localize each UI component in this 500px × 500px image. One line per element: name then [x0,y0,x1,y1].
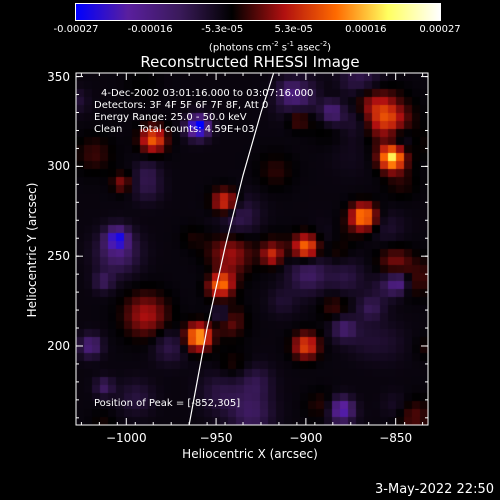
axis-ticks [76,73,428,425]
colorbar-tick-label: -0.00027 [53,24,99,35]
solar-limb-line [188,72,275,426]
info-time-range: 4-Dec-2002 03:01:16.000 to 03:07:16.000 [101,88,314,99]
x-tick-label: −950 [199,431,233,445]
y-tick-label: 200 [47,338,70,353]
colorbar-tick-label: 5.3e-05 [274,24,313,35]
x-tick-label: −1000 [105,431,147,445]
colorbar-tick-label: 0.00027 [419,24,461,35]
colorbar-tick-label: -0.00016 [127,24,173,35]
colorbar-tick-label: 0.00016 [345,24,387,35]
plot-frame [75,72,429,426]
colorbar-tick-label: -5.3e-05 [201,24,244,35]
y-tick-label: 300 [47,159,70,174]
info-clean-counts: Clean Total counts: 4.59E+03 [94,124,255,135]
x-axis-label: Heliocentric X (arcsec) [182,447,318,461]
plot-axes [75,72,429,426]
info-detectors: Detectors: 3F 4F 5F 6F 7F 8F, Att 0 [94,100,269,111]
x-tick-label: −900 [289,431,323,445]
heatmap-image [76,73,428,425]
plot-timestamp: 3-May-2022 22:50 [375,482,494,497]
chart-title: Reconstructed RHESSI Image [140,53,360,71]
y-tick-label: 250 [47,249,70,264]
colorbar [75,3,441,21]
info-energy-range: Energy Range: 25.0 - 50.0 keV [94,112,247,123]
y-tick-label: 350 [47,69,70,84]
y-axis-label: Heliocentric Y (arcsec) [25,182,39,318]
colorbar-units-label: (photons cm-2 s-1 asec-2) [208,40,332,54]
x-tick-label: −850 [379,431,413,445]
info-peak-position: Position of Peak = [-852,305] [94,398,241,409]
